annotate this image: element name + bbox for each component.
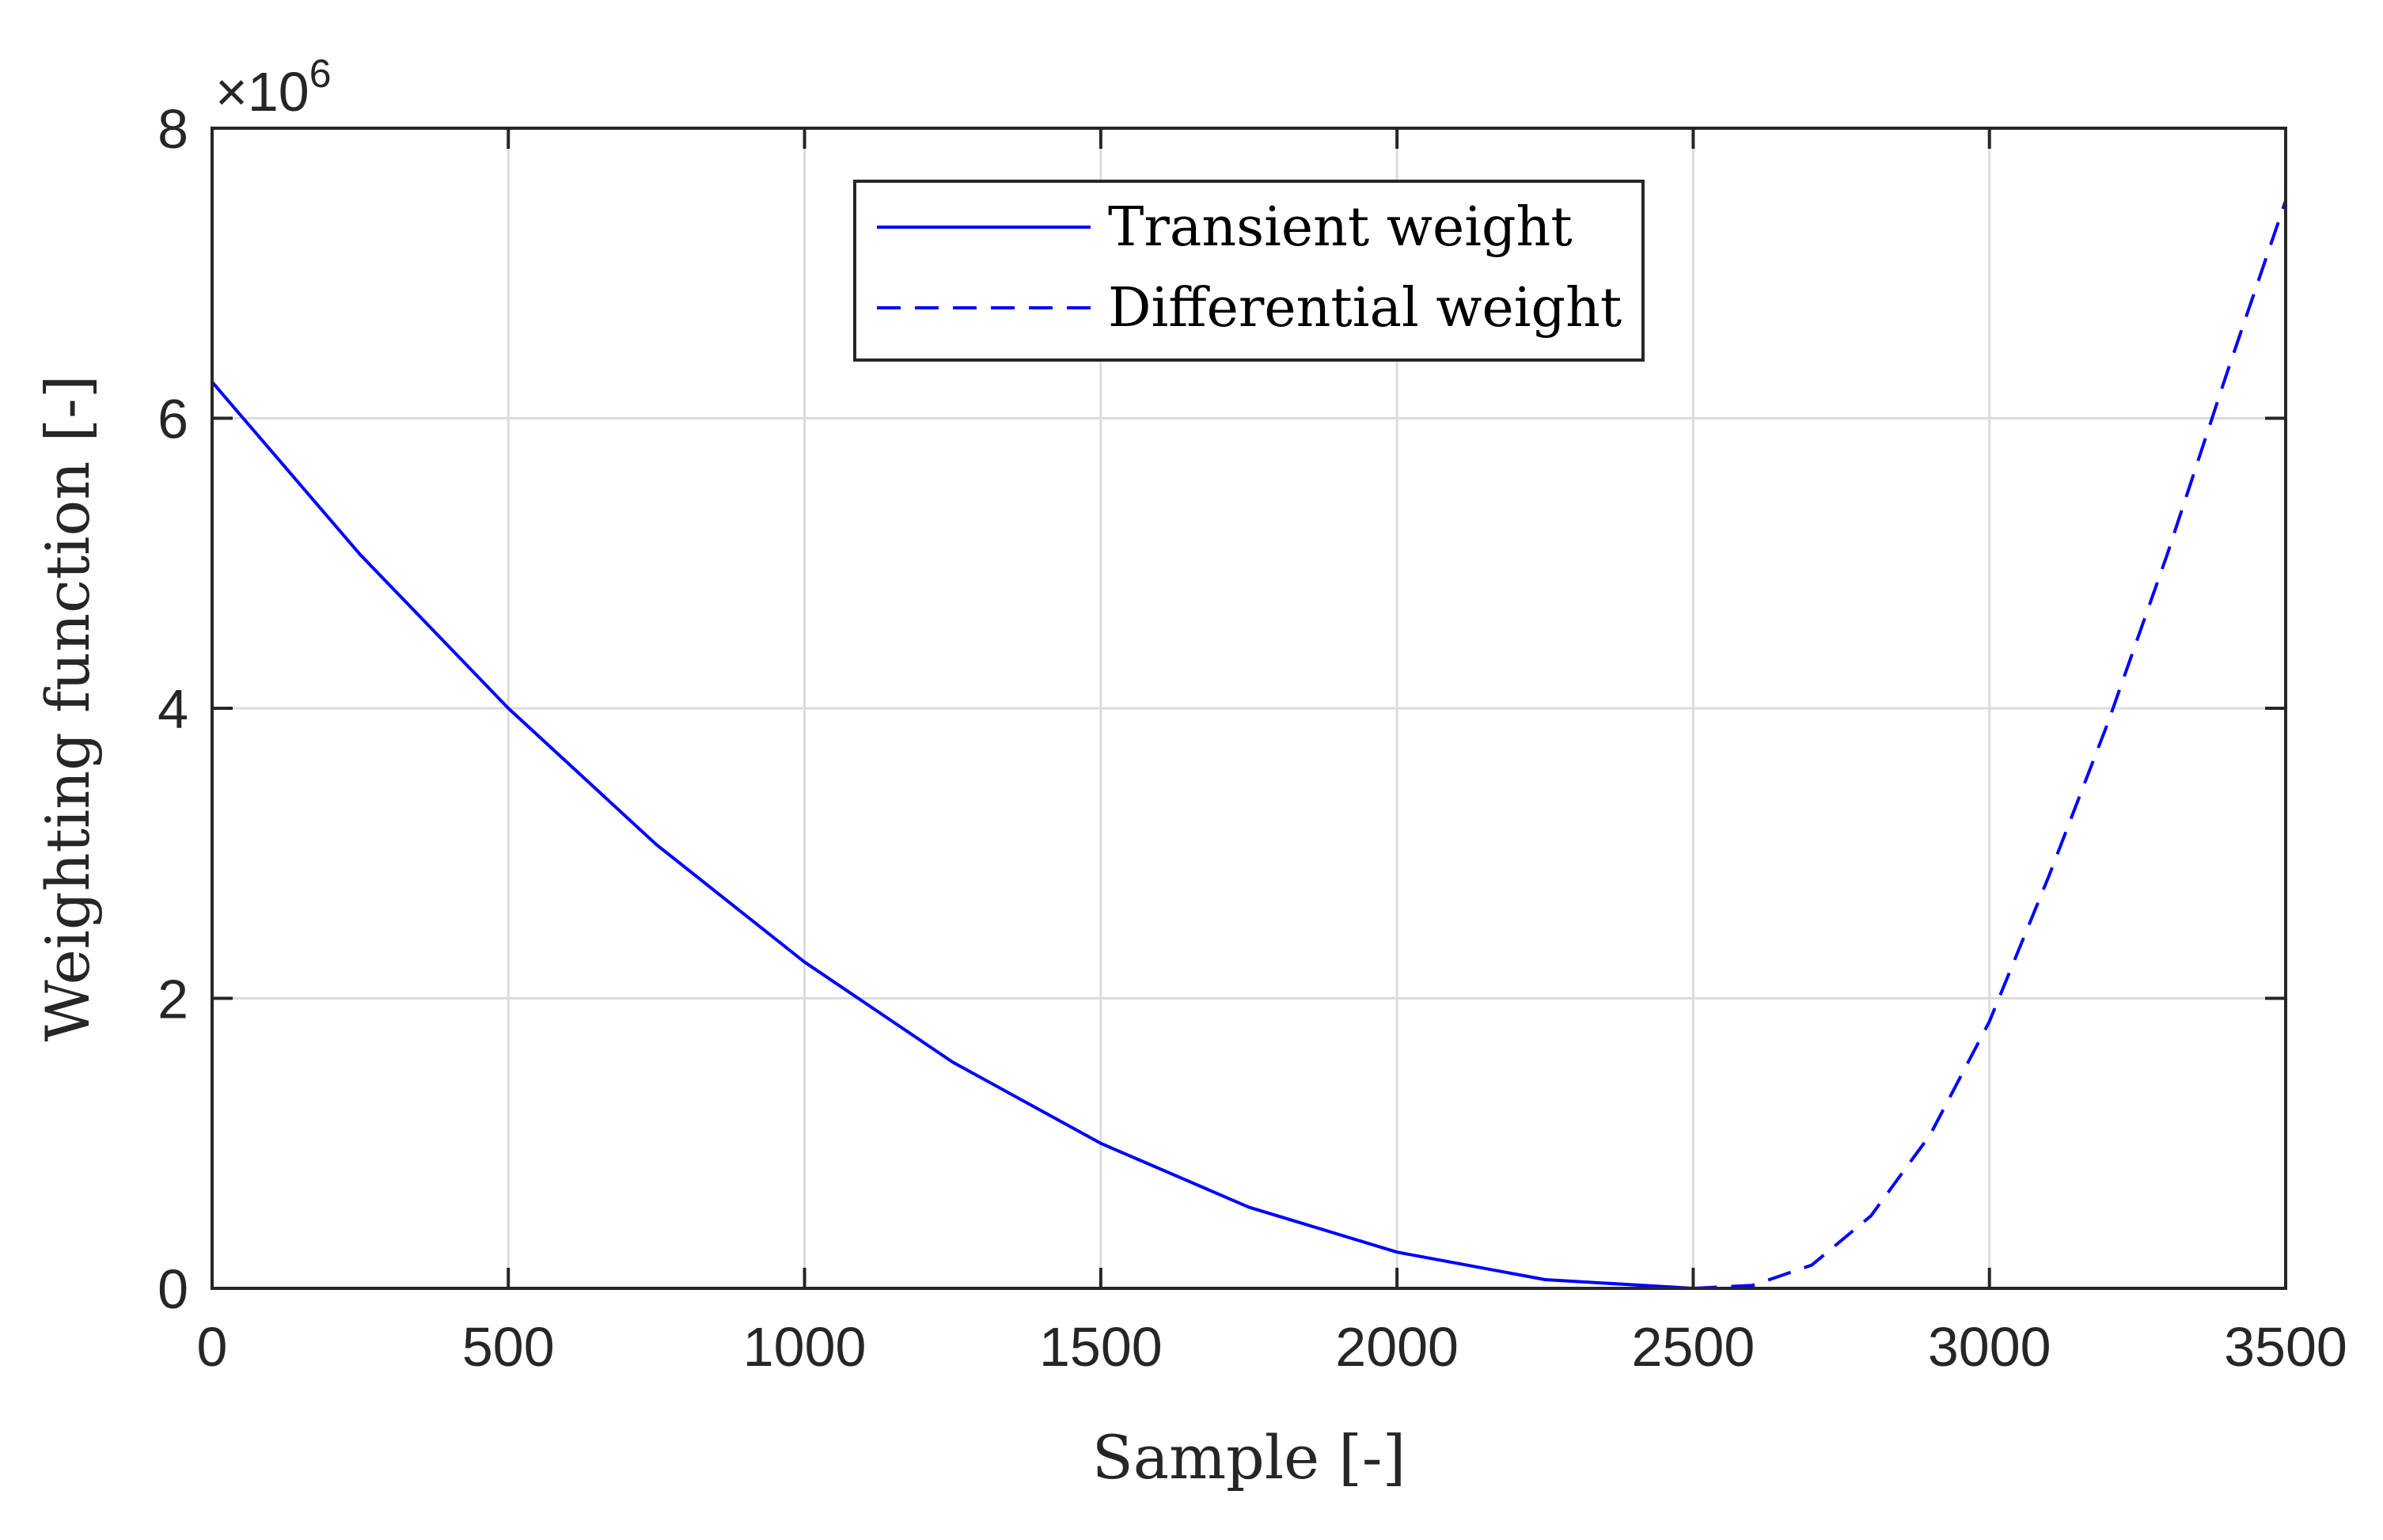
legend-label-differential-weight: Differential weight (1108, 277, 1622, 339)
x-tick-label: 0 (197, 1316, 228, 1378)
y-axis-title: Weighting function [-] (32, 375, 103, 1042)
y-tick-label: 8 (157, 98, 188, 160)
x-tick-label: 1500 (1039, 1316, 1163, 1378)
grid-lines (212, 128, 2286, 1288)
legend: Transient weight Differential weight (853, 180, 1645, 362)
y-tick-label: 0 (157, 1258, 188, 1320)
x-tick-label: 1000 (743, 1316, 867, 1378)
x-tick-label: 2000 (1335, 1316, 1459, 1378)
series-line-transient-weight (211, 381, 1694, 1290)
y-axis-exponent: ×106 (215, 51, 332, 123)
x-tick-label: 3000 (1928, 1316, 2051, 1378)
x-axis-title: Sample [-] (1092, 1422, 1406, 1493)
x-tick-label: 2500 (1632, 1316, 1755, 1378)
legend-box (853, 180, 1645, 362)
axis-ticks (211, 127, 2287, 1290)
y-tick-label: 2 (157, 969, 188, 1030)
y-axis-exponent-power: 6 (309, 51, 332, 96)
series-line-differential-weight (1693, 199, 2287, 1290)
x-axis-tick-labels: 0 500 1000 1500 2000 2500 3000 3500 (197, 1316, 2347, 1378)
x-tick-label: 500 (462, 1316, 555, 1378)
y-tick-label: 4 (157, 678, 188, 740)
y-axis-tick-labels: 0 2 4 6 8 (157, 98, 188, 1320)
x-tick-label: 3500 (2224, 1316, 2347, 1378)
y-axis-exponent-base: ×10 (215, 61, 309, 123)
legend-label-transient-weight: Transient weight (1108, 196, 1573, 259)
series-lines (211, 199, 2287, 1290)
y-tick-label: 6 (157, 389, 188, 450)
